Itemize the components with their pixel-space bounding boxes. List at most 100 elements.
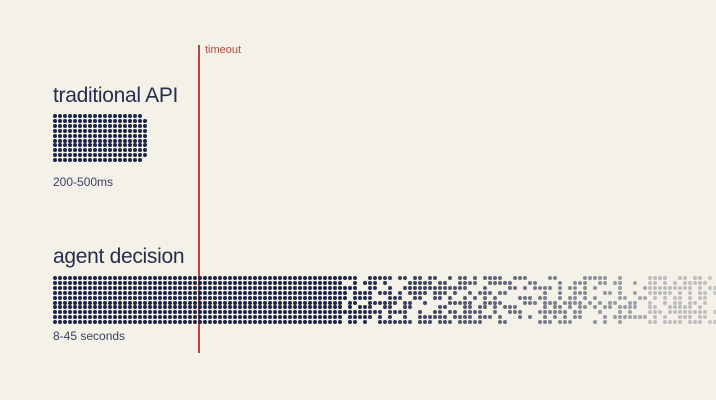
dot	[548, 285, 552, 290]
dot	[273, 315, 277, 320]
dot	[78, 300, 82, 305]
dot	[698, 310, 702, 315]
dot	[538, 320, 542, 325]
dot	[618, 285, 622, 290]
dot	[483, 276, 487, 280]
dot	[268, 276, 272, 280]
dot	[73, 158, 77, 163]
dot	[543, 315, 547, 320]
dot	[58, 290, 62, 295]
dot	[583, 295, 587, 300]
dot	[483, 285, 487, 290]
dot	[533, 280, 537, 285]
dot	[183, 305, 187, 310]
dot	[248, 315, 252, 320]
dot	[553, 300, 557, 305]
dot	[198, 310, 202, 315]
dot	[93, 123, 97, 128]
dot	[58, 148, 62, 153]
dot	[93, 114, 97, 118]
dot	[233, 280, 237, 285]
dot	[218, 280, 222, 285]
dot	[673, 280, 677, 285]
dot	[448, 310, 452, 315]
dot	[318, 276, 322, 280]
dot	[108, 285, 112, 290]
dot	[488, 290, 492, 295]
dot	[118, 114, 122, 118]
dot	[123, 305, 127, 310]
dot	[598, 310, 602, 315]
dot	[708, 320, 712, 325]
dot	[138, 295, 142, 300]
dot	[498, 276, 502, 280]
dot	[68, 280, 72, 285]
dot	[443, 320, 447, 325]
dot	[423, 280, 427, 285]
dot	[148, 295, 152, 300]
dot	[533, 285, 537, 290]
dot	[303, 290, 307, 295]
dot	[648, 280, 652, 285]
dot	[193, 320, 197, 325]
dot	[583, 285, 587, 290]
dot	[588, 276, 592, 280]
dot	[463, 305, 467, 310]
dot	[233, 300, 237, 305]
dot	[153, 290, 157, 295]
dot	[493, 305, 497, 310]
dot	[73, 148, 77, 153]
dot	[368, 290, 372, 295]
dot	[368, 280, 372, 285]
dot	[283, 290, 287, 295]
dot	[118, 143, 122, 148]
dot	[318, 290, 322, 295]
dot	[618, 276, 622, 280]
dot	[113, 128, 117, 133]
dot	[88, 285, 92, 290]
dot	[333, 315, 337, 320]
dot	[648, 310, 652, 315]
dot	[543, 290, 547, 295]
dot	[118, 315, 122, 320]
dot	[98, 153, 102, 158]
dot	[503, 305, 507, 310]
dot	[128, 310, 132, 315]
dot	[568, 320, 572, 325]
dot	[158, 310, 162, 315]
dot	[203, 285, 207, 290]
dot	[243, 300, 247, 305]
dot	[678, 310, 682, 315]
dot	[368, 295, 372, 300]
dot	[583, 305, 587, 310]
dot	[318, 320, 322, 325]
dot	[53, 280, 57, 285]
dot	[513, 285, 517, 290]
dot	[123, 133, 127, 138]
dot	[468, 280, 472, 285]
dot	[93, 138, 97, 143]
dot	[98, 276, 102, 280]
dot	[648, 285, 652, 290]
dot	[123, 123, 127, 128]
dot	[53, 315, 57, 320]
dot	[128, 133, 132, 138]
dot	[223, 290, 227, 295]
dot	[548, 276, 552, 280]
dot	[273, 310, 277, 315]
dot	[628, 305, 632, 310]
dot	[233, 320, 237, 325]
dot	[613, 300, 617, 305]
dot	[393, 310, 397, 315]
dot	[458, 285, 462, 290]
dot	[143, 320, 147, 325]
dot	[113, 276, 117, 280]
dot	[258, 290, 262, 295]
dot	[93, 280, 97, 285]
dot	[633, 300, 637, 305]
dot	[618, 295, 622, 300]
dot	[313, 310, 317, 315]
dot	[548, 310, 552, 315]
dot	[128, 123, 132, 128]
dot	[63, 138, 67, 143]
